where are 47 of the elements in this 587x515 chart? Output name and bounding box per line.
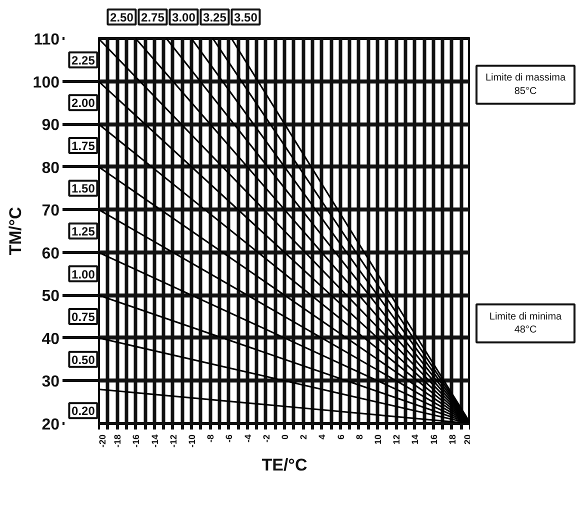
y-tick-label: 30	[42, 374, 60, 391]
x-tick-label: 8	[354, 434, 364, 440]
series-label: 2.25	[72, 53, 96, 68]
x-tick-label: -6	[224, 434, 234, 442]
x-tick-label: -2	[261, 434, 272, 442]
series-label: 2.00	[72, 96, 96, 110]
x-tick-label: -20	[98, 434, 108, 448]
y-tick-label: 40	[42, 330, 60, 348]
x-tick-label: -8	[206, 434, 216, 442]
x-tick-label: -10	[187, 434, 197, 448]
y-tick-label: 100	[32, 74, 60, 92]
y-tick-label: 110	[34, 32, 60, 48]
y-tick-label: 50	[42, 288, 60, 306]
x-tick-label: 4	[317, 434, 328, 440]
x-tick-label: 18	[447, 434, 458, 445]
x-tick-label: 14	[410, 434, 420, 445]
x-tick-label: 10	[373, 434, 383, 445]
series-label: 0.20	[72, 404, 96, 418]
series-label: 3.25	[203, 10, 227, 24]
series-label: 2.50	[110, 10, 134, 24]
x-tick-label: -12	[168, 434, 178, 448]
x-tick-label: 0	[280, 434, 290, 440]
text: Limite di massima 85°C	[485, 72, 566, 97]
series-label: 1.00	[72, 267, 96, 282]
y-tick-label: 80	[42, 160, 60, 177]
series-label: 0.75	[72, 310, 96, 324]
x-tick-label: 2	[298, 434, 309, 440]
y-tick-label: 90	[42, 117, 60, 134]
y-axis-title: TM/°C	[6, 206, 25, 256]
series-label: 1.50	[72, 182, 96, 196]
x-tick-label: -16	[131, 434, 142, 448]
series-label: 2.75	[141, 10, 165, 24]
series-label: 1.75	[72, 138, 96, 153]
series-label: 3.50	[234, 10, 258, 24]
x-axis-title: TE/°C	[262, 456, 308, 475]
x-tick-label: -18	[112, 434, 123, 448]
x-tick-label: 6	[336, 434, 346, 440]
series-label: 3.00	[172, 10, 196, 24]
x-tick-label: -4	[242, 434, 253, 442]
text: Limite di minima 48°C	[489, 311, 562, 336]
y-tick-label: 60	[42, 245, 60, 262]
x-tick-label: 16	[428, 434, 439, 445]
x-tick-label: -14	[150, 434, 160, 448]
y-tick-label: 70	[42, 202, 60, 220]
x-tick-label: 12	[392, 434, 402, 445]
series-label: 0.50	[72, 352, 96, 367]
series-label: 1.25	[72, 224, 96, 238]
